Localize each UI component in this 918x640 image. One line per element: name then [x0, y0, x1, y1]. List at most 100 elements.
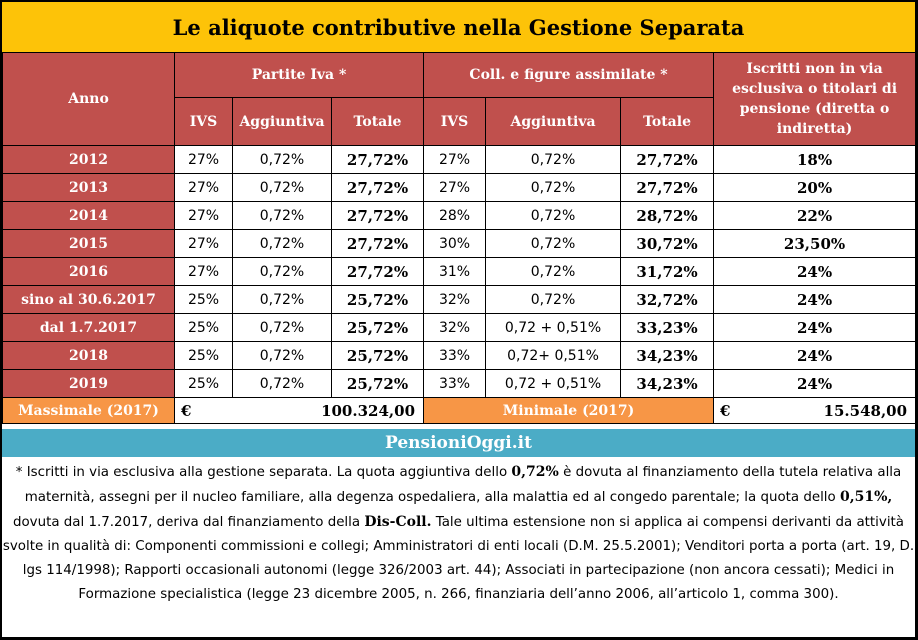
- piva-aggiuntiva-cell: 0,72%: [232, 341, 332, 370]
- footnote-bold: 0,72%: [511, 464, 559, 480]
- currency-symbol: €: [720, 402, 731, 420]
- coll-ivs-cell: 31%: [423, 257, 487, 286]
- coll-ivs-cell: 28%: [423, 201, 487, 230]
- iscritti-cell: 24%: [713, 313, 917, 342]
- piva-ivs-cell: 27%: [174, 257, 233, 286]
- piva-totale-cell: 27,72%: [330, 229, 425, 258]
- header-aggiuntiva: Aggiuntiva: [485, 97, 622, 146]
- piva-ivs-cell: 25%: [174, 341, 233, 370]
- coll-ivs-cell: 30%: [423, 229, 487, 258]
- table-row: 2016 27% 0,72% 27,72% 31% 0,72% 31,72% 24%: [2, 257, 917, 286]
- coll-ivs-cell: 33%: [423, 341, 487, 370]
- coll-totale-cell: 30,72%: [620, 229, 715, 258]
- minimale-value: 15.548,00: [823, 402, 908, 420]
- piva-totale-cell: 25,72%: [330, 313, 425, 342]
- coll-ivs-cell: 27%: [423, 173, 487, 202]
- iscritti-cell: 18%: [713, 145, 917, 174]
- piva-aggiuntiva-cell: 0,72%: [232, 145, 332, 174]
- header-aggiuntiva: Aggiuntiva: [232, 97, 332, 146]
- year-cell: 2016: [2, 257, 175, 286]
- year-cell: 2015: [2, 229, 175, 258]
- table-row: 2014 27% 0,72% 27,72% 28% 0,72% 28,72% 22%: [2, 201, 917, 230]
- iscritti-cell: 24%: [713, 369, 917, 398]
- year-cell: 2012: [2, 145, 175, 174]
- header-anno: Anno: [2, 52, 175, 146]
- piva-totale-cell: 27,72%: [330, 173, 425, 202]
- brand-banner: PensioniOggi.it: [2, 429, 915, 457]
- coll-aggiuntiva-cell: 0,72%: [485, 201, 622, 230]
- footnote-bold: Dis-Coll.: [364, 514, 432, 530]
- header-totale: Totale: [620, 97, 715, 146]
- iscritti-cell: 24%: [713, 257, 917, 286]
- piva-ivs-cell: 27%: [174, 173, 233, 202]
- footnote-text: è dovuta al finanziamento della tutela r…: [24, 465, 902, 505]
- coll-totale-cell: 32,72%: [620, 285, 715, 314]
- minimale-amount: € 15.548,00: [713, 397, 917, 424]
- table-row: 2013 27% 0,72% 27,72% 27% 0,72% 27,72% 20%: [2, 173, 917, 202]
- massimale-label: Massimale (2017): [2, 397, 175, 424]
- footnote-bold: 0,51%,: [839, 489, 893, 505]
- coll-totale-cell: 33,23%: [620, 313, 715, 342]
- coll-aggiuntiva-cell: 0,72%: [485, 229, 622, 258]
- coll-aggiuntiva-cell: 0,72+ 0,51%: [485, 341, 622, 370]
- piva-totale-cell: 27,72%: [330, 201, 425, 230]
- year-cell: 2018: [2, 341, 175, 370]
- header-partite-iva: Partite Iva *: [173, 52, 425, 98]
- massimale-value: 100.324,00: [321, 402, 416, 420]
- piva-aggiuntiva-cell: 0,72%: [232, 257, 332, 286]
- piva-ivs-cell: 25%: [174, 369, 233, 398]
- coll-ivs-cell: 27%: [423, 145, 487, 174]
- coll-totale-cell: 27,72%: [620, 173, 715, 202]
- piva-aggiuntiva-cell: 0,72%: [232, 285, 332, 314]
- piva-ivs-cell: 25%: [174, 285, 233, 314]
- table-body: 2012 27% 0,72% 27,72% 27% 0,72% 27,72% 18% 2013 2…: [2, 145, 917, 398]
- header-ivs: IVS: [174, 97, 233, 146]
- coll-aggiuntiva-cell: 0,72 + 0,51%: [485, 369, 622, 398]
- piva-totale-cell: 25,72%: [330, 369, 425, 398]
- piva-ivs-cell: 27%: [174, 229, 233, 258]
- coll-aggiuntiva-cell: 0,72%: [485, 173, 622, 202]
- year-cell: 2014: [2, 201, 175, 230]
- coll-totale-cell: 28,72%: [620, 201, 715, 230]
- iscritti-cell: 22%: [713, 201, 917, 230]
- year-cell: 2013: [2, 173, 175, 202]
- rates-table: Anno Partite Iva * Coll. e figure assimi…: [2, 52, 917, 424]
- coll-totale-cell: 34,23%: [620, 369, 715, 398]
- piva-ivs-cell: 27%: [174, 201, 233, 230]
- piva-aggiuntiva-cell: 0,72%: [232, 173, 332, 202]
- year-cell: 2019: [2, 369, 175, 398]
- piva-totale-cell: 27,72%: [330, 145, 425, 174]
- coll-totale-cell: 27,72%: [620, 145, 715, 174]
- minimale-label: Minimale (2017): [423, 397, 715, 424]
- header-totale: Totale: [330, 97, 425, 146]
- table-row: dal 1.7.2017 25% 0,72% 25,72% 32% 0,72 + 0,51…: [2, 313, 917, 342]
- table-row: 2015 27% 0,72% 27,72% 30% 0,72% 30,72% 23,50%: [2, 229, 917, 258]
- footnote-text: dovuta dal 1.7.2017, deriva dal finanzia…: [12, 515, 365, 530]
- table-row: 2018 25% 0,72% 25,72% 33% 0,72+ 0,51% 34,23% 24…: [2, 341, 917, 370]
- header-ivs: IVS: [423, 97, 487, 146]
- header-collaboratori: Coll. e figure assimilate *: [423, 52, 715, 98]
- piva-aggiuntiva-cell: 0,72%: [232, 369, 332, 398]
- coll-totale-cell: 34,23%: [620, 341, 715, 370]
- piva-ivs-cell: 25%: [174, 313, 233, 342]
- year-cell: dal 1.7.2017: [2, 313, 175, 342]
- coll-aggiuntiva-cell: 0,72%: [485, 145, 622, 174]
- table-row: 2012 27% 0,72% 27,72% 27% 0,72% 27,72% 18%: [2, 145, 917, 174]
- piva-totale-cell: 25,72%: [330, 341, 425, 370]
- iscritti-cell: 24%: [713, 341, 917, 370]
- piva-totale-cell: 25,72%: [330, 285, 425, 314]
- year-cell: sino al 30.6.2017: [2, 285, 175, 314]
- coll-ivs-cell: 32%: [423, 313, 487, 342]
- iscritti-cell: 24%: [713, 285, 917, 314]
- currency-symbol: €: [181, 402, 192, 420]
- footnote-text: * Iscritti in via esclusiva alla gestion…: [15, 465, 512, 480]
- iscritti-cell: 20%: [713, 173, 917, 202]
- coll-aggiuntiva-cell: 0,72%: [485, 257, 622, 286]
- footnote: * Iscritti in via esclusiva alla gestion…: [2, 457, 915, 637]
- piva-aggiuntiva-cell: 0,72%: [232, 229, 332, 258]
- coll-ivs-cell: 33%: [423, 369, 487, 398]
- coll-totale-cell: 31,72%: [620, 257, 715, 286]
- piva-totale-cell: 27,72%: [330, 257, 425, 286]
- table-row: 2019 25% 0,72% 25,72% 33% 0,72 + 0,51% 34,23% 2…: [2, 369, 917, 398]
